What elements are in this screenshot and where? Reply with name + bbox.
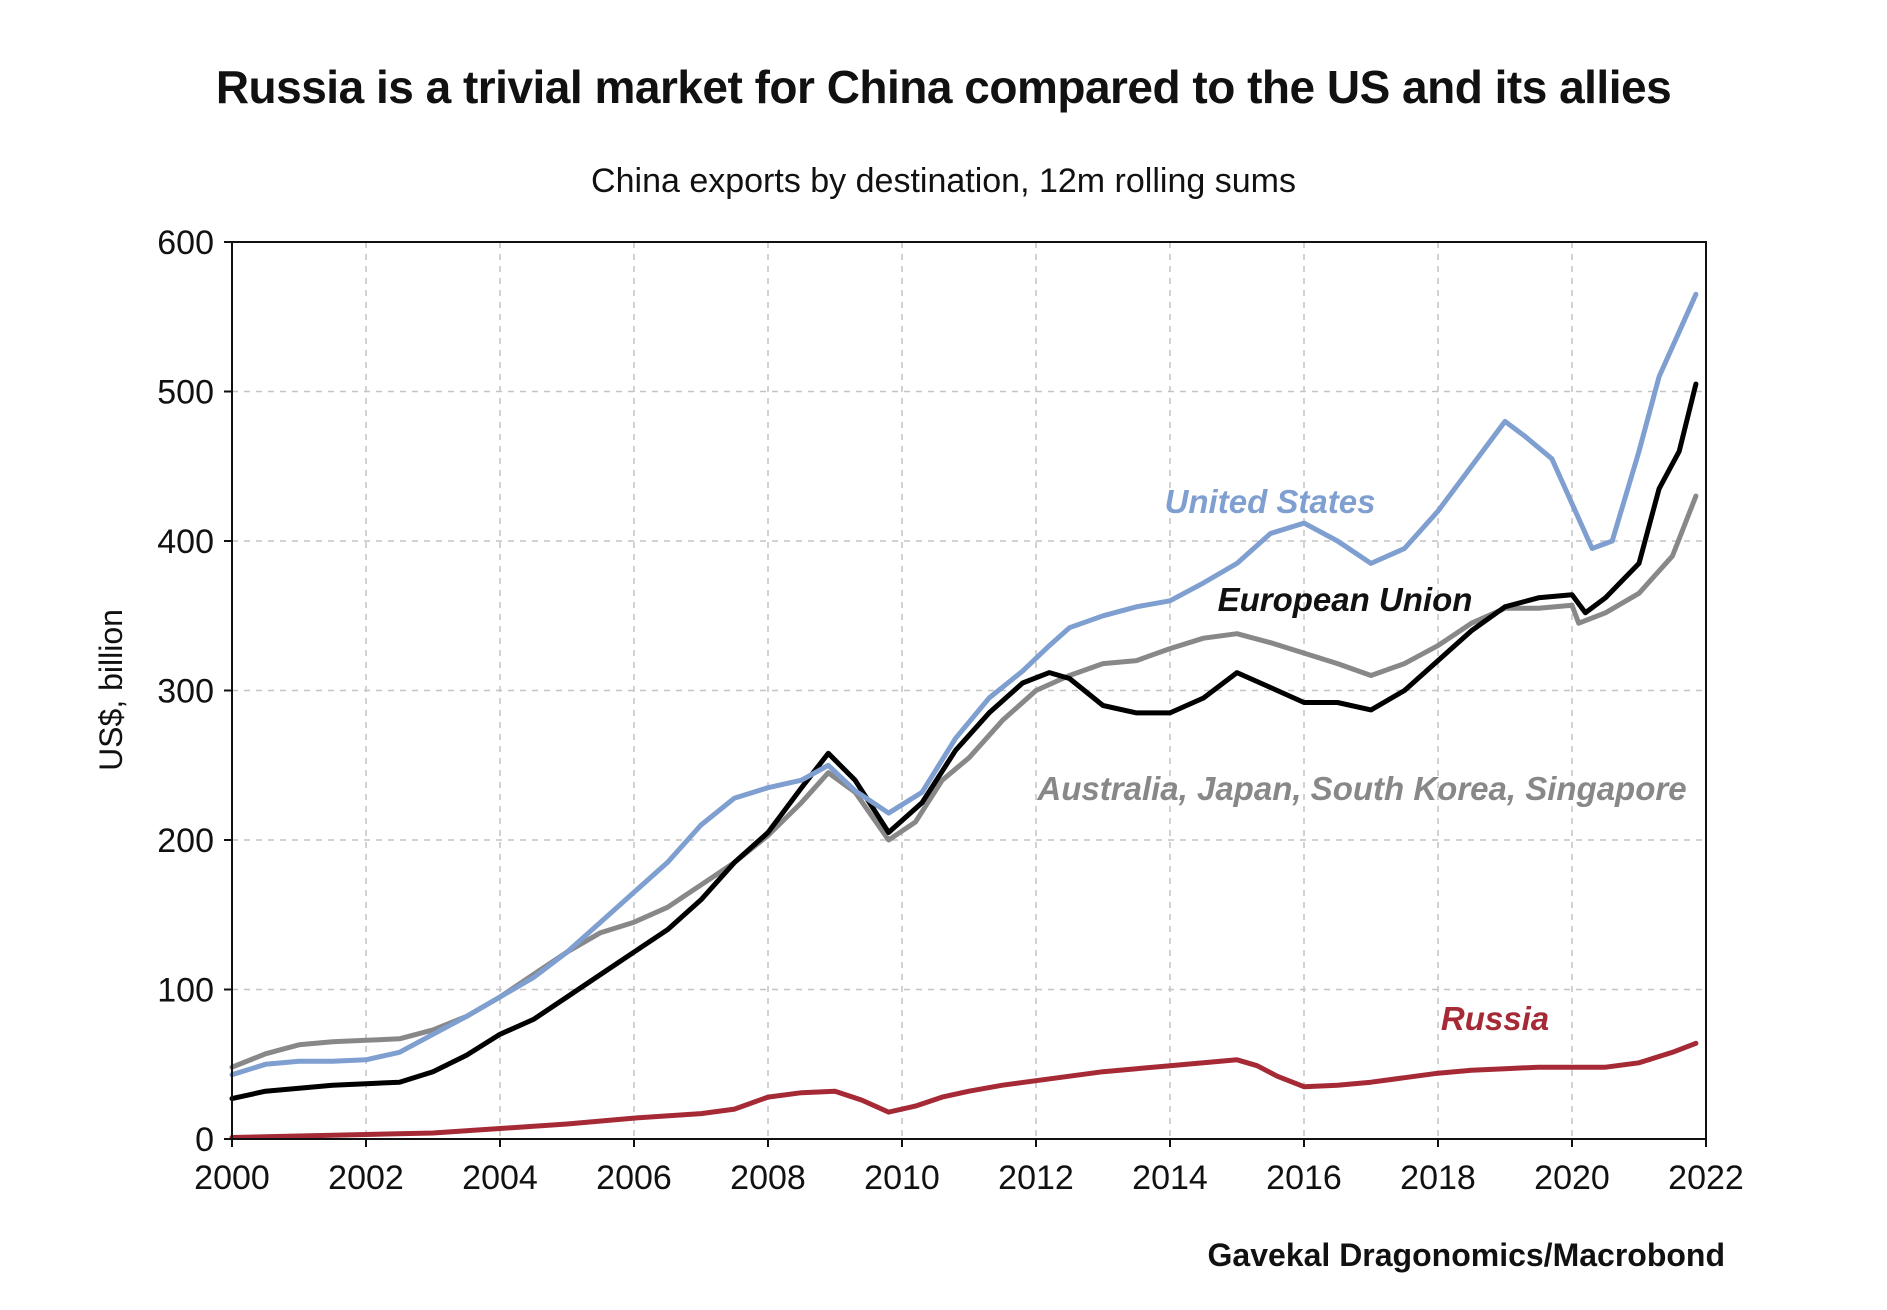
label-united-states: United States (1165, 483, 1376, 520)
series-line-european-union (229, 381, 1699, 1102)
label-russia: Russia (1441, 1000, 1549, 1037)
x-tick-label: 2002 (328, 1159, 404, 1197)
x-tick-label: 2022 (1668, 1159, 1744, 1197)
y-axis-label: US$, billion (93, 609, 129, 771)
chart-subtitle: China exports by destination, 12m rollin… (591, 162, 1296, 200)
y-tick-label: 500 (157, 374, 214, 412)
x-tick-label: 2000 (194, 1159, 270, 1197)
tick-layer: 2000 2002 2004 2006 2008 2010 2012 2014 2016 2018… (157, 224, 1744, 1197)
x-tick-label: 2014 (1132, 1159, 1208, 1197)
x-tick-label: 2004 (462, 1159, 538, 1197)
y-tick-label: 100 (157, 972, 214, 1010)
series-line-russia (229, 1040, 1699, 1140)
y-tick-label: 0 (195, 1121, 214, 1159)
y-tick-label: 600 (157, 224, 214, 262)
series-layer (229, 291, 1699, 1140)
x-tick-label: 2020 (1534, 1159, 1610, 1197)
y-tick-label: 400 (157, 523, 214, 561)
series-line-united-states (229, 291, 1699, 1078)
y-tick-label: 200 (157, 822, 214, 860)
x-tick-label: 2012 (998, 1159, 1074, 1197)
y-tick-label: 300 (157, 673, 214, 711)
label-european-union: European Union (1218, 581, 1473, 618)
x-tick-label: 2006 (596, 1159, 672, 1197)
x-tick-label: 2018 (1400, 1159, 1476, 1197)
x-tick-label: 2010 (864, 1159, 940, 1197)
x-tick-label: 2016 (1266, 1159, 1342, 1197)
x-tick-label: 2008 (730, 1159, 806, 1197)
label-australia-japan-south-korea-singapore: Australia, Japan, South Korea, Singapore (1036, 770, 1686, 807)
source-credit: Gavekal Dragonomics/Macrobond (1207, 1237, 1725, 1273)
chart-title: Russia is a trivial market for China com… (215, 61, 1672, 113)
